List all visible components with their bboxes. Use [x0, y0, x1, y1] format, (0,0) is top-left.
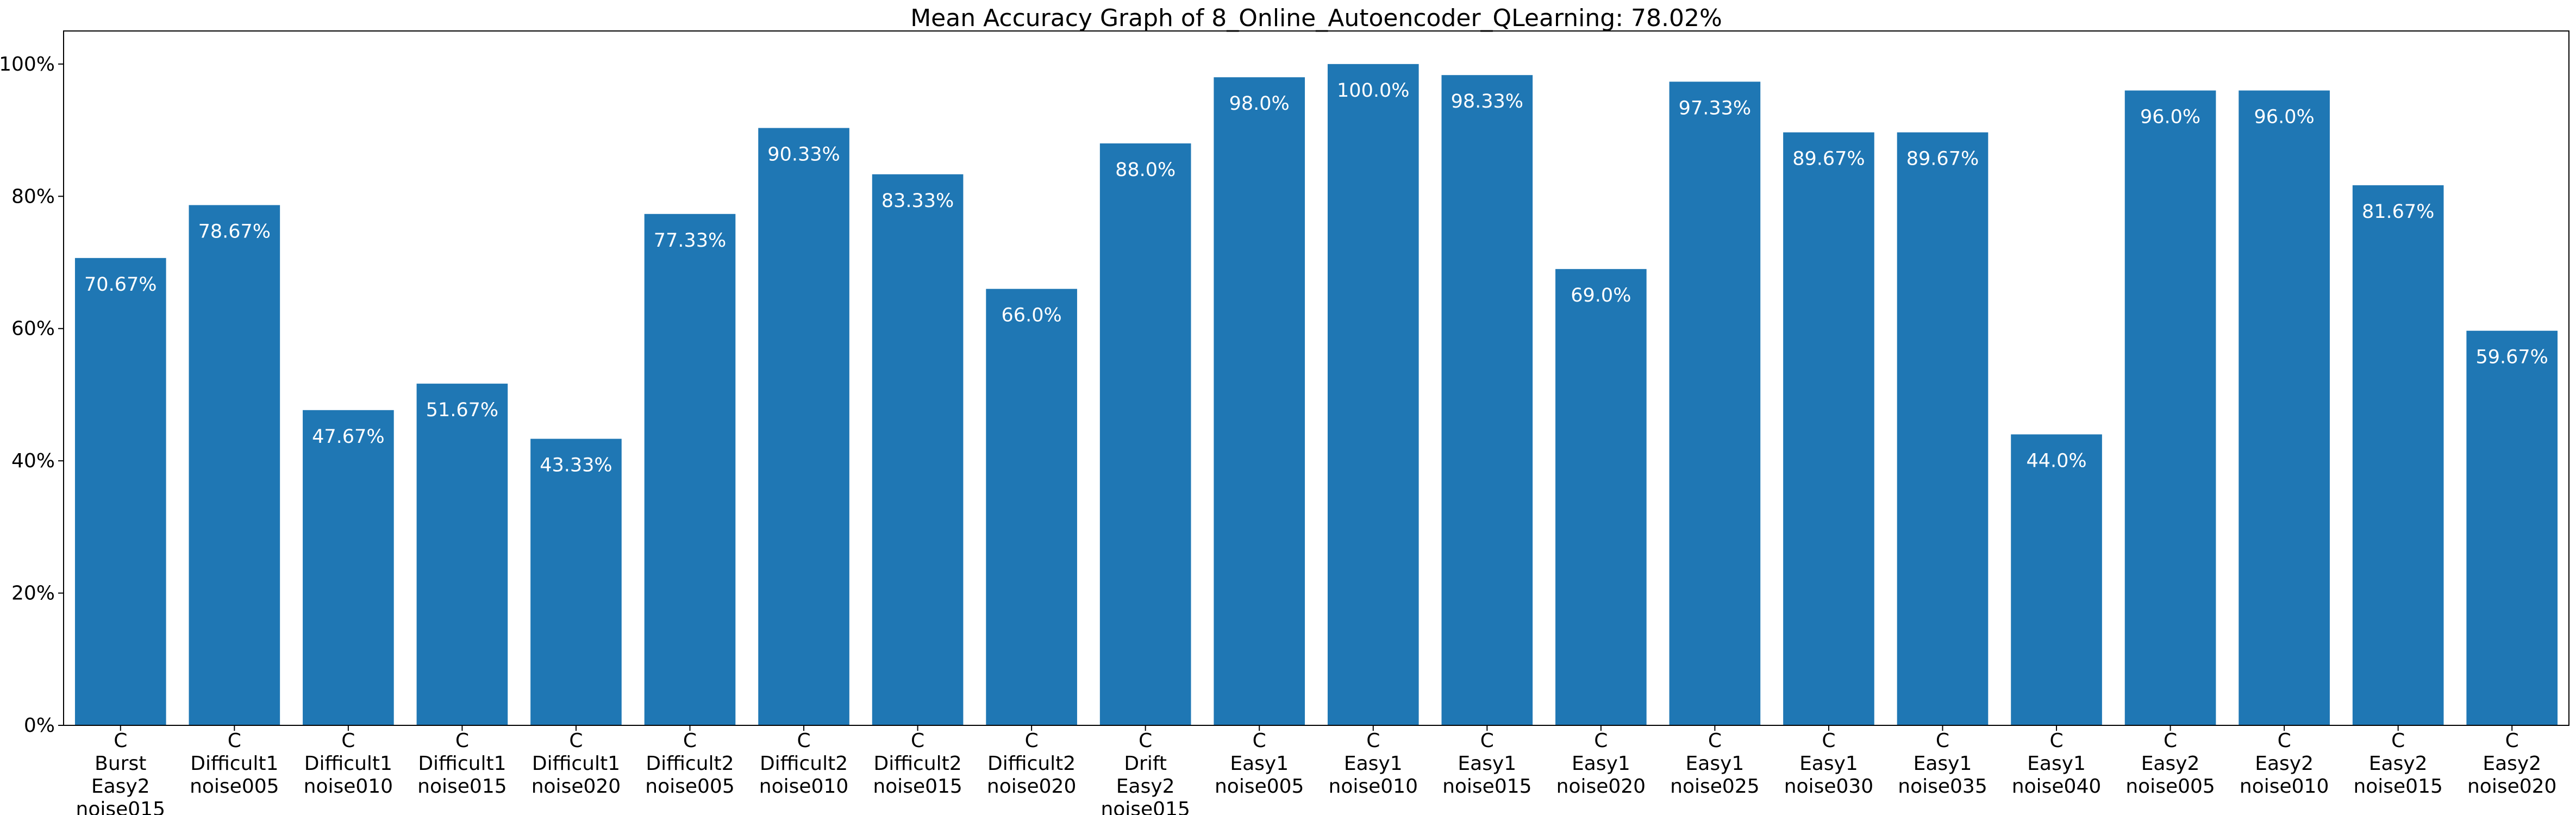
x-tick-label: C Difficult2 noise005 [645, 730, 734, 798]
bar-value-label: 89.67% [1792, 148, 1865, 170]
y-tick-label: 60% [11, 318, 55, 340]
bar-value-label: 78.67% [198, 221, 271, 242]
x-axis: C Burst Easy2 noise015 C Difficult1 noise005 C D… [76, 725, 2556, 815]
bar [644, 214, 736, 725]
bar [758, 128, 849, 726]
plot-frame [63, 30, 2569, 726]
bar [2011, 434, 2102, 725]
x-tick-label: C Easy1 noise025 [1670, 730, 1759, 798]
x-tick-label: C Difficult1 noise020 [532, 730, 621, 798]
bar-value-label: 51.67% [426, 399, 498, 421]
x-tick-label: C Difficult2 noise010 [759, 730, 848, 798]
bar [1897, 132, 1989, 725]
bar-value-label: 44.0% [2026, 450, 2086, 472]
y-tick-label: 100% [0, 53, 55, 76]
x-tick-label: C Drift Easy2 noise015 [1101, 730, 1190, 815]
chart-title: Mean Accuracy Graph of 8_Online_Autoenco… [910, 4, 1722, 32]
bar-value-label: 98.33% [1451, 91, 1523, 112]
bar [303, 410, 394, 725]
x-tick-label: C Easy1 noise010 [1329, 730, 1418, 798]
bar [2124, 90, 2216, 726]
x-tick-label: C Difficult2 noise020 [987, 730, 1076, 798]
bar [1214, 77, 1305, 726]
x-tick-label: C Easy2 noise020 [2467, 730, 2556, 798]
bar-value-label: 88.0% [1115, 159, 1176, 181]
y-tick-label: 20% [11, 582, 55, 605]
bar [1099, 143, 1191, 725]
y-tick-label: 80% [11, 185, 55, 208]
bars-layer [74, 64, 2558, 726]
bar-value-label: 96.0% [2140, 106, 2200, 128]
bar [872, 174, 964, 725]
bar-value-label: 77.33% [654, 230, 726, 252]
bar-value-label: 66.0% [1002, 305, 1062, 327]
bar [1555, 269, 1647, 726]
bar-value-label: 69.0% [1571, 285, 1631, 306]
bar [986, 289, 1077, 725]
x-tick-label: C Burst Easy2 noise015 [76, 730, 165, 815]
bar [1783, 132, 1874, 725]
bar [2352, 185, 2444, 725]
bar-value-label: 83.33% [881, 190, 954, 212]
bar [2466, 330, 2558, 725]
bar-value-label: 89.67% [1906, 148, 1979, 170]
bar-value-label: 100.0% [1337, 80, 1409, 102]
bar-value-label: 43.33% [540, 455, 612, 477]
x-tick-label: C Easy1 noise040 [2012, 730, 2101, 798]
x-tick-label: C Easy1 noise015 [1442, 730, 1531, 798]
y-tick-label: 40% [11, 450, 55, 472]
bar [189, 205, 280, 725]
x-tick-label: C Easy1 noise020 [1556, 730, 1646, 798]
x-tick-label: C Easy1 noise030 [1784, 730, 1873, 798]
bar-value-labels: 70.67% 78.67% 47.67% 51.67% 43.33% 77.33% 90.3… [84, 80, 2548, 477]
x-tick-label: C Difficult1 noise010 [304, 730, 393, 798]
bar-value-label: 47.67% [312, 426, 384, 448]
bar-value-label: 81.67% [2362, 201, 2434, 223]
bar [416, 384, 508, 725]
bar-value-label: 98.0% [1229, 93, 1290, 115]
x-tick-label: C Difficult1 noise005 [190, 730, 279, 798]
x-tick-label: C Easy1 noise035 [1898, 730, 1987, 798]
bar [1669, 82, 1761, 725]
bar-value-label: 70.67% [84, 274, 157, 296]
bar-value-label: 96.0% [2254, 106, 2315, 128]
x-tick-label: C Easy1 noise005 [1215, 730, 1304, 798]
bar-value-label: 59.67% [2475, 347, 2548, 368]
x-tick-label: C Difficult1 noise015 [417, 730, 507, 798]
x-tick-label: C Easy2 noise010 [2240, 730, 2329, 798]
x-tick-label: C Difficult2 noise015 [873, 730, 962, 798]
bar [1327, 64, 1419, 725]
bar [74, 258, 166, 725]
x-tick-label: C Easy2 noise015 [2353, 730, 2442, 798]
bar-value-label: 90.33% [767, 144, 840, 166]
bar-value-label: 97.33% [1679, 97, 1751, 119]
bar [2239, 90, 2330, 726]
y-tick-label: 0% [24, 714, 55, 737]
y-axis: 0% 20% 40% 60% 80% 100% [0, 53, 64, 737]
bar [1441, 75, 1533, 725]
x-tick-label: C Easy2 noise005 [2125, 730, 2215, 798]
bar [530, 438, 622, 725]
